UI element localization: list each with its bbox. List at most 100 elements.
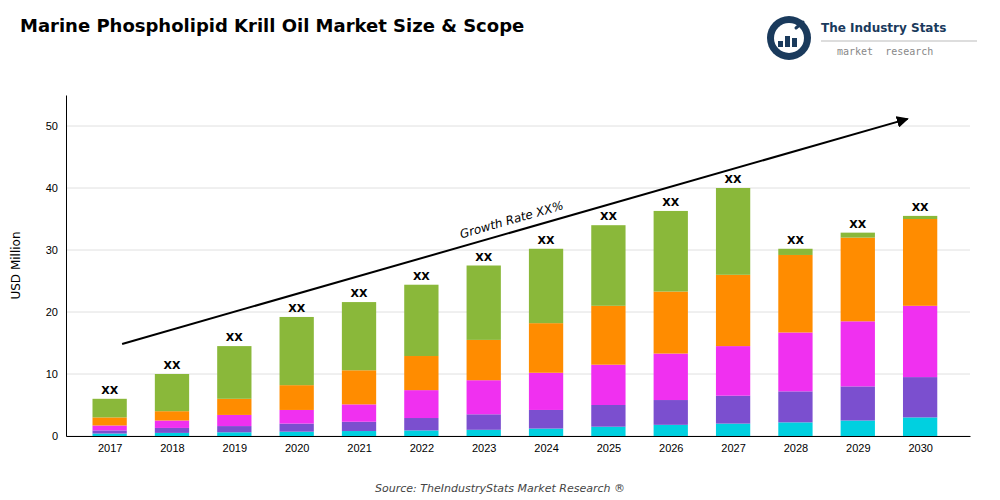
y-axis: 0 10 20 30 40 50 [46,96,67,443]
logo-inner [774,23,804,53]
bar-segment [342,422,376,431]
x-tick: 2017 [98,442,122,454]
y-tick: 10 [46,368,58,380]
bar-segment [841,233,875,238]
y-tick: 50 [46,120,58,132]
bar-label: XX [413,270,430,283]
bar-segment [778,255,812,333]
bar-segment [467,340,501,380]
bar-segment [778,332,812,391]
x-tick: 2023 [472,442,496,454]
x-tick-label: 2021 [347,442,371,454]
bar-segment [654,354,688,401]
bar-segment [155,421,189,428]
grid-line [66,250,970,251]
y-tick-label: 30 [46,244,58,256]
x-tick-label: 2025 [597,442,621,454]
bar-segment [404,285,438,356]
bar-segment [280,317,314,385]
bar-segment [155,374,189,411]
x-tick-label: 2017 [98,442,122,454]
x-tick-label: 2019 [223,442,247,454]
bar-label: XX [600,210,617,223]
x-axis: 2017 2018 2019 2020 2021 2022 2023 2024 2025 2026… [67,437,971,454]
series [92,219,937,425]
x-tick-label: 2018 [160,442,184,454]
y-tick-label: 50 [46,120,58,132]
source: Source: TheIndustryStats Market Research… [375,482,625,495]
bar-segment [778,422,812,436]
x-tick-label: 2028 [784,442,808,454]
logo: The Industry Statsmarket research [767,16,977,60]
y-tick-label: 0 [52,430,58,442]
bars [92,188,937,436]
bar-segment [342,404,376,421]
series [92,188,937,417]
bar-label: XX [288,302,305,315]
bar-segment [92,430,126,433]
bar-segment [404,430,438,436]
grid-line [66,126,970,127]
bar-segment [654,425,688,436]
x-tick: 2027 [721,442,745,454]
bar-segment [841,238,875,322]
bar-segment [217,415,251,426]
bar-segment [92,434,126,436]
bar-segment [92,399,126,418]
bar-segment [591,365,625,405]
bar-segment [716,396,750,424]
bar-segment [591,427,625,436]
x-tick: 2026 [659,442,683,454]
bar-segment [529,429,563,436]
x-tick: 2022 [410,442,434,454]
bar-segment [716,275,750,346]
logo-wrench [796,22,803,28]
y-tick: 0 [52,430,58,442]
bar-label: XX [725,173,742,186]
x-tick: 2024 [534,442,558,454]
bar-segment [467,414,501,430]
x-tick: 2030 [908,442,932,454]
bar-segment [404,356,438,390]
growth-label: Growth Rate XX% [458,198,565,241]
bar-segment [529,323,563,373]
y-tick: 40 [46,182,58,194]
bar-segment [155,428,189,433]
bar-segment [903,219,937,306]
bar-segment [467,266,501,340]
bar-segment [404,390,438,418]
bar-segment [841,421,875,437]
bar-segment [280,424,314,432]
bar-segment [217,346,251,399]
bar-segment [467,380,501,414]
logo-bar [792,38,797,47]
grid-line [66,188,970,189]
chart: 2017 2018 2019 2020 2021 2022 2023 2024 2025 2026… [0,0,1000,500]
x-tick: 2020 [285,442,309,454]
bar-segment [217,399,251,415]
grid-line [66,312,970,313]
growth-arrow [122,119,908,344]
y-tick: 30 [46,244,58,256]
bar-segment [903,377,937,417]
logo-bar [785,36,790,47]
y-axis-title: USD Million [9,231,23,299]
y-tick-label: 20 [46,306,58,318]
bar-segment [342,431,376,436]
bar-label: XX [912,201,929,214]
bar-segment [903,306,937,377]
bar-segment [903,216,937,219]
bar-segment [591,306,625,365]
bar-segment [280,410,314,424]
bar-label: XX [101,384,118,397]
x-tick: 2018 [160,442,184,454]
bar-segment [280,385,314,410]
bar-segment [404,418,438,430]
x-tick-label: 2027 [721,442,745,454]
plot-area: 2017 2018 2019 2020 2021 2022 2023 2024 2025 2026… [46,96,971,454]
grid [66,126,970,436]
logo-name: The Industry Stats [821,21,946,35]
bar-segment [217,426,251,432]
x-tick-label: 2020 [285,442,309,454]
bar-label: XX [538,234,555,247]
